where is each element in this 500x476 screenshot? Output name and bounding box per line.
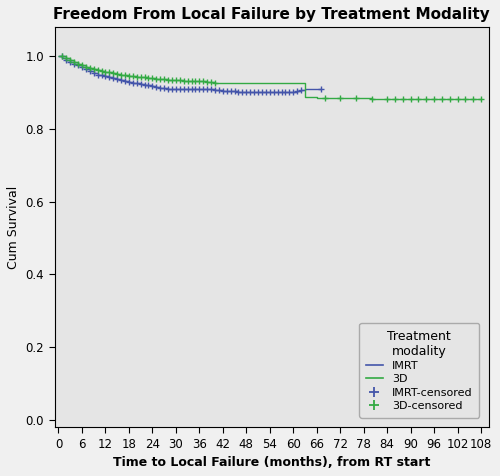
Title: Freedom From Local Failure by Treatment Modality: Freedom From Local Failure by Treatment …	[54, 7, 490, 22]
Y-axis label: Cum Survival: Cum Survival	[7, 186, 20, 269]
X-axis label: Time to Local Failure (months), from RT start: Time to Local Failure (months), from RT …	[113, 456, 430, 469]
Legend: IMRT, 3D, IMRT-censored, 3D-censored: IMRT, 3D, IMRT-censored, 3D-censored	[360, 323, 479, 417]
